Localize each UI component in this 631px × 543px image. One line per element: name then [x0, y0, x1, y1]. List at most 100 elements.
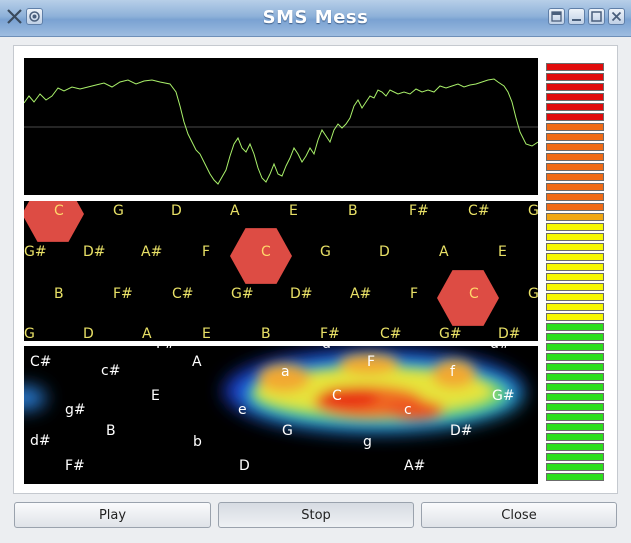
- meter-segment: [546, 63, 604, 71]
- app-x-icon[interactable]: [6, 8, 23, 25]
- note-label: C: [54, 203, 64, 219]
- note-label: G: [113, 203, 124, 219]
- meter-segment: [546, 103, 604, 111]
- note-label: E: [498, 244, 507, 260]
- note-label: G: [24, 326, 35, 341]
- note-label: A: [439, 244, 449, 260]
- note-label: D#: [498, 326, 521, 341]
- note-label: G: [528, 286, 538, 302]
- window-title: SMS Mess: [262, 7, 369, 28]
- note-label: D#: [83, 244, 106, 260]
- close-button[interactable]: Close: [421, 502, 617, 528]
- meter-segment: [546, 83, 604, 91]
- meter-segment: [546, 373, 604, 381]
- meter-segment: [546, 363, 604, 371]
- meter-segment: [546, 133, 604, 141]
- note-label: A#: [350, 286, 372, 302]
- note-label: F: [202, 244, 211, 260]
- note-label: F: [410, 286, 419, 302]
- note-label: G: [528, 203, 538, 219]
- chroma-label: A#: [404, 458, 426, 474]
- chroma-label: G: [282, 423, 293, 439]
- note-label: G#: [24, 244, 47, 260]
- chroma-label: d#: [490, 346, 511, 352]
- title-bar: SMS Mess: [0, 0, 631, 37]
- note-label: B: [348, 203, 358, 219]
- meter-segment: [546, 123, 604, 131]
- meter-segment: [546, 213, 604, 221]
- window-menu-icon[interactable]: [26, 8, 43, 25]
- chroma-label: d: [322, 346, 331, 352]
- meter-segment: [546, 253, 604, 261]
- meter-segment: [546, 113, 604, 121]
- play-button[interactable]: Play: [14, 502, 211, 528]
- note-label: D: [379, 244, 390, 260]
- maximize-icon[interactable]: [588, 8, 605, 25]
- meter-segment: [546, 163, 604, 171]
- note-label: E: [202, 326, 211, 341]
- meter-segment: [546, 183, 604, 191]
- meter-segment: [546, 283, 604, 291]
- heatmap-svg: [24, 349, 524, 433]
- note-label: F#: [409, 203, 429, 219]
- chroma-label: C: [332, 388, 342, 404]
- meter-segment: [546, 353, 604, 361]
- chroma-label: c: [404, 402, 412, 418]
- note-label: C#: [380, 326, 402, 341]
- note-label: E: [289, 203, 298, 219]
- close-icon[interactable]: [608, 8, 625, 25]
- note-label: G#: [439, 326, 462, 341]
- level-meter: [546, 63, 604, 483]
- meter-segment: [546, 433, 604, 441]
- chroma-label: B: [106, 423, 116, 439]
- chroma-label: A: [192, 354, 202, 370]
- chroma-label: C#: [30, 354, 52, 370]
- waveform-svg: [23, 78, 539, 185]
- chroma-label: b: [193, 434, 202, 450]
- meter-segment: [546, 303, 604, 311]
- meter-segment: [546, 423, 604, 431]
- meter-segment: [546, 203, 604, 211]
- meter-segment: [546, 93, 604, 101]
- note-label: C#: [172, 286, 194, 302]
- note-label: G#: [231, 286, 254, 302]
- minimize-icon[interactable]: [568, 8, 585, 25]
- note-label: F#: [320, 326, 340, 341]
- meter-segment: [546, 293, 604, 301]
- chroma-label: c#: [101, 363, 121, 379]
- meter-segment: [546, 233, 604, 241]
- active-note-hexagon: [437, 270, 499, 326]
- waveform-line: [23, 78, 539, 185]
- meter-segment: [546, 443, 604, 451]
- note-label: A: [142, 326, 152, 341]
- chroma-label: F#: [156, 346, 176, 352]
- note-label: D#: [290, 286, 313, 302]
- meter-segment: [546, 463, 604, 471]
- chroma-heatmap: F# d d# C# c# A a F f G# E e g# C c B G …: [24, 346, 538, 484]
- chroma-label: F#: [65, 458, 85, 474]
- chroma-label: D: [239, 458, 250, 474]
- meter-segment: [546, 343, 604, 351]
- chroma-label: g#: [65, 402, 86, 418]
- meter-segment: [546, 453, 604, 461]
- chroma-label: e: [238, 402, 247, 418]
- chroma-label: a: [281, 364, 290, 380]
- note-label: D: [171, 203, 182, 219]
- meter-segment: [546, 333, 604, 341]
- chroma-label: F: [367, 354, 376, 370]
- meter-segment: [546, 313, 604, 321]
- meter-segment: [546, 383, 604, 391]
- chroma-label: G#: [492, 388, 515, 404]
- chroma-label: E: [151, 388, 160, 404]
- shade-icon[interactable]: [548, 8, 565, 25]
- note-label: C#: [468, 203, 490, 219]
- meter-segment: [546, 153, 604, 161]
- note-label: G: [320, 244, 331, 260]
- stop-button[interactable]: Stop: [218, 502, 414, 528]
- meter-segment: [546, 473, 604, 481]
- chroma-label: d#: [30, 433, 51, 449]
- meter-segment: [546, 273, 604, 281]
- meter-segment: [546, 323, 604, 331]
- note-label: A#: [141, 244, 163, 260]
